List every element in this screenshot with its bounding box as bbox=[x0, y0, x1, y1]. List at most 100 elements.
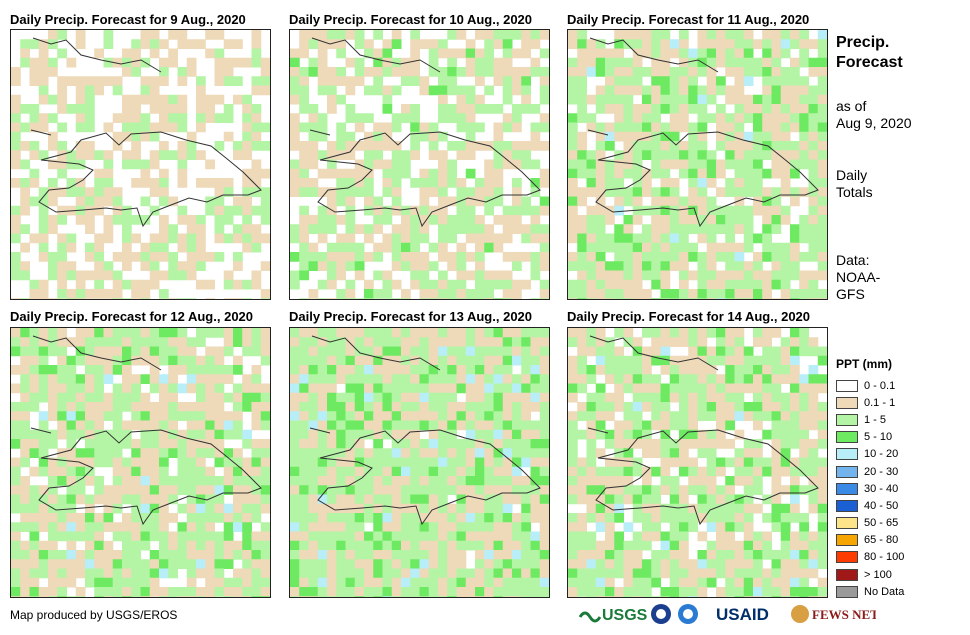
legend-label: 65 - 80 bbox=[864, 534, 899, 547]
precip-cell bbox=[223, 346, 234, 357]
precip-cell bbox=[623, 522, 634, 532]
precip-cell bbox=[75, 187, 86, 197]
precip-cell bbox=[38, 289, 49, 299]
precip-cell bbox=[66, 550, 77, 560]
precip-cell bbox=[223, 104, 234, 114]
precip-cell bbox=[595, 57, 606, 68]
precip-cell bbox=[149, 187, 160, 197]
precip-cell bbox=[539, 374, 549, 384]
precip-cell bbox=[260, 383, 270, 394]
precip-cell bbox=[391, 141, 402, 151]
precip-cell bbox=[586, 178, 597, 188]
precip-cell bbox=[484, 30, 494, 40]
precip-cell bbox=[345, 559, 356, 569]
precip-cell bbox=[401, 337, 411, 347]
precip-cell bbox=[419, 346, 430, 357]
precip-cell bbox=[159, 587, 169, 597]
precip-cell bbox=[20, 596, 30, 597]
precip-cell bbox=[688, 577, 698, 588]
precip-cell bbox=[623, 439, 634, 449]
precip-cell bbox=[317, 328, 328, 338]
precip-cell bbox=[762, 168, 772, 179]
precip-cell bbox=[11, 503, 21, 514]
precip-cell bbox=[688, 141, 698, 151]
precip-cell bbox=[428, 355, 439, 366]
precip-cell bbox=[651, 196, 661, 207]
precip-cell bbox=[632, 168, 643, 179]
precip-cell bbox=[410, 503, 420, 514]
precip-cell bbox=[373, 476, 383, 486]
precip-cell bbox=[382, 205, 393, 216]
precip-cell bbox=[186, 233, 197, 244]
precip-cell bbox=[327, 279, 337, 290]
precip-cell bbox=[373, 503, 383, 514]
precip-cell bbox=[484, 540, 494, 551]
precip-cell bbox=[669, 150, 680, 160]
precip-cell bbox=[521, 205, 531, 216]
precip-cell bbox=[11, 337, 21, 347]
precip-cell bbox=[242, 298, 252, 299]
precip-cell bbox=[251, 346, 262, 357]
precip-cell bbox=[410, 215, 420, 225]
precip-cell bbox=[669, 242, 680, 253]
precip-cell bbox=[391, 596, 402, 597]
precip-cell bbox=[177, 476, 188, 486]
precip-cell bbox=[308, 104, 319, 114]
precip-cell bbox=[725, 365, 735, 375]
precip-cell bbox=[725, 94, 735, 105]
precip-cell bbox=[428, 494, 439, 505]
precip-cell bbox=[716, 298, 726, 299]
precip-cell bbox=[112, 550, 123, 560]
precip-cell bbox=[447, 402, 457, 412]
precip-cell bbox=[493, 337, 504, 347]
precip-cell bbox=[382, 568, 393, 579]
precip-cell bbox=[595, 476, 606, 486]
precip-cell bbox=[762, 252, 772, 262]
precip-cell bbox=[382, 466, 393, 477]
precip-cell bbox=[223, 550, 234, 560]
precip-cell bbox=[85, 242, 95, 253]
precip-cell bbox=[345, 252, 356, 262]
precip-cell bbox=[38, 85, 49, 96]
precip-cell bbox=[539, 596, 549, 597]
precip-cell bbox=[493, 242, 504, 253]
precip-cell bbox=[502, 252, 513, 262]
precip-cell bbox=[85, 559, 95, 569]
precip-cell bbox=[94, 150, 104, 160]
precip-cell bbox=[586, 122, 597, 133]
precip-cell bbox=[354, 577, 365, 588]
precip-cell bbox=[799, 289, 809, 299]
precip-cell bbox=[140, 392, 151, 403]
precip-cell bbox=[623, 485, 634, 495]
precip-cell bbox=[260, 67, 270, 77]
precip-cell bbox=[410, 122, 420, 133]
precip-cell bbox=[112, 141, 123, 151]
precip-cell bbox=[808, 141, 819, 151]
precip-cell bbox=[586, 150, 597, 160]
precip-cell bbox=[11, 298, 21, 299]
precip-cell bbox=[205, 178, 215, 188]
precip-cell bbox=[780, 550, 791, 560]
precip-cell bbox=[679, 577, 689, 588]
precip-cell bbox=[475, 279, 485, 290]
precip-cell bbox=[38, 494, 49, 505]
precip-cell bbox=[521, 596, 531, 597]
precip-cell bbox=[493, 57, 504, 68]
precip-cell bbox=[131, 337, 141, 347]
precip-cell bbox=[484, 420, 494, 431]
precip-cell bbox=[186, 39, 197, 49]
precip-cell bbox=[577, 346, 587, 357]
precip-cell bbox=[790, 113, 800, 123]
precip-cell bbox=[336, 550, 346, 560]
precip-cell bbox=[502, 224, 513, 234]
precip-cell bbox=[38, 67, 49, 77]
precip-cell bbox=[290, 429, 300, 440]
precip-cell bbox=[623, 168, 634, 179]
precip-cell bbox=[66, 568, 77, 579]
precip-cell bbox=[623, 131, 634, 142]
precip-cell bbox=[734, 270, 745, 281]
precip-cell bbox=[159, 104, 169, 114]
precip-cell bbox=[716, 494, 726, 505]
precip-cell bbox=[679, 76, 689, 86]
precip-cell bbox=[131, 522, 141, 532]
